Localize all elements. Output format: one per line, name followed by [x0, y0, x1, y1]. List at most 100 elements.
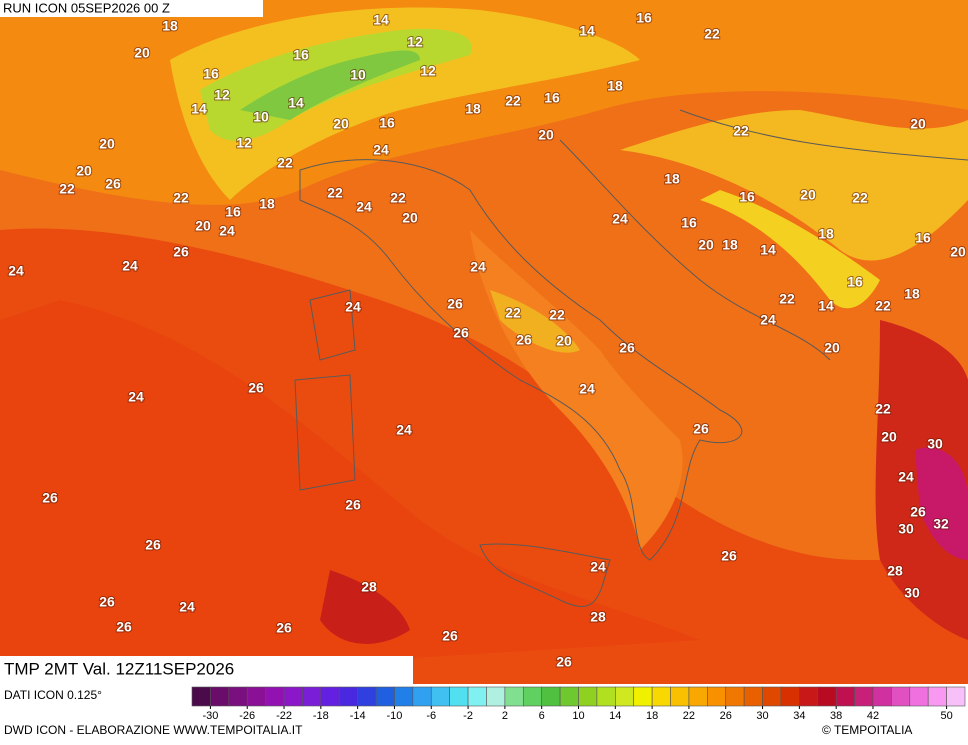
temperature-label: 18: [818, 226, 834, 242]
temperature-label: 12: [214, 87, 230, 103]
temperature-label: 22: [852, 190, 868, 206]
temperature-label: 20: [402, 210, 418, 226]
temperature-label: 22: [173, 190, 189, 206]
temperature-label: 20: [538, 127, 554, 143]
temperature-label: 26: [42, 490, 58, 506]
temperature-label: 20: [824, 340, 840, 356]
colorbar-swatch: [375, 686, 395, 707]
colorbar-swatch: [394, 686, 414, 707]
variable-title: TMP 2MT Val. 12Z11SEP2026: [4, 659, 234, 678]
colorbar-tick-label: 10: [572, 710, 584, 722]
colorbar-tick-label: -14: [350, 710, 366, 722]
temperature-label: 22: [875, 401, 891, 417]
colorbar-swatch: [320, 686, 340, 707]
temperature-label: 24: [373, 142, 389, 158]
temperature-label: 26: [619, 340, 635, 356]
temperature-label: 24: [128, 389, 144, 405]
temperature-label: 22: [505, 305, 521, 321]
colorbar-swatch: [265, 686, 285, 707]
colorbar-tick-label: -10: [386, 710, 402, 722]
colorbar-swatch: [596, 686, 616, 707]
colorbar: -30 -26 -22 -18 -14 -10 -6 -2 2 6 10 14 18 22 26 30 34 38…: [191, 686, 966, 722]
temperature-label: 22: [390, 190, 406, 206]
temperature-label: 26: [248, 380, 264, 396]
temperature-label: 20: [76, 163, 92, 179]
temperature-label: 26: [105, 176, 121, 192]
temperature-label: 26: [345, 497, 361, 513]
temperature-label: 16: [739, 189, 755, 205]
temperature-label: 16: [379, 115, 395, 131]
temperature-label: 20: [333, 116, 349, 132]
colorbar-tick-label: -2: [463, 710, 473, 722]
map-background: [0, 0, 968, 684]
temperature-label: 20: [556, 333, 572, 349]
temperature-label: 26: [910, 504, 926, 520]
temperature-label: 24: [470, 259, 486, 275]
colorbar-tick-label: 26: [720, 710, 732, 722]
temperature-label: 24: [579, 381, 595, 397]
colorbar-tick-label: 14: [609, 710, 621, 722]
temperature-label: 14: [288, 95, 304, 111]
colorbar-tick-label: 38: [830, 710, 842, 722]
temperature-label: 22: [733, 123, 749, 139]
temperature-label: 22: [59, 181, 75, 197]
colorbar-swatch: [578, 686, 598, 707]
temperature-label: 24: [898, 469, 914, 485]
colorbar-swatch: [191, 686, 211, 707]
colorbar-swatch: [817, 686, 837, 707]
colorbar-tick-label: -30: [202, 710, 218, 722]
temperature-label: 24: [345, 299, 361, 315]
temperature-label: 12: [420, 63, 436, 79]
colorbar-tick-label: 2: [502, 710, 508, 722]
colorbar-swatch: [541, 686, 561, 707]
colorbar-swatch: [615, 686, 635, 707]
temperature-label: 26: [721, 548, 737, 564]
temperature-label: 16: [544, 90, 560, 106]
temperature-label: 20: [950, 244, 966, 260]
colorbar-tick-label: 34: [793, 710, 805, 722]
colorbar-swatch: [467, 686, 487, 707]
temperature-label: 22: [277, 155, 293, 171]
run-title: RUN ICON 05SEP2026 00 Z: [3, 0, 170, 15]
colorbar-swatch: [412, 686, 432, 707]
colorbar-swatch: [357, 686, 377, 707]
colorbar-swatch: [835, 686, 855, 707]
colorbar-swatch: [688, 686, 708, 707]
temperature-label: 30: [904, 585, 920, 601]
temperature-label: 26: [116, 619, 132, 635]
colorbar-tick-label: 30: [756, 710, 768, 722]
temperature-label: 16: [915, 230, 931, 246]
colorbar-tick-label: -22: [276, 710, 292, 722]
colorbar-swatch: [946, 686, 966, 707]
colorbar-swatch: [210, 686, 230, 707]
temperature-label: 10: [253, 109, 269, 125]
credit: DWD ICON - ELABORAZIONE WWW.TEMPOITALIA.…: [4, 723, 303, 737]
temperature-label: 18: [259, 196, 275, 212]
temperature-label: 14: [760, 242, 776, 258]
temperature-label: 16: [203, 66, 219, 82]
colorbar-swatch: [799, 686, 819, 707]
colorbar-swatch: [633, 686, 653, 707]
temperature-label: 26: [145, 537, 161, 553]
temperature-label: 18: [465, 101, 481, 117]
temperature-label: 20: [910, 116, 926, 132]
colorbar-swatch: [246, 686, 266, 707]
temperature-label: 20: [134, 45, 150, 61]
temperature-label: 26: [556, 654, 572, 670]
temperature-label: 20: [195, 218, 211, 234]
temperature-label: 22: [704, 26, 720, 42]
colorbar-swatch: [872, 686, 892, 707]
temperature-label: 22: [505, 93, 521, 109]
temperature-label: 26: [693, 421, 709, 437]
temperature-label: 24: [590, 559, 606, 575]
colorbar-swatch: [927, 686, 947, 707]
temperature-label: 20: [881, 429, 897, 445]
temperature-label: 16: [293, 47, 309, 63]
temperature-label: 14: [373, 12, 389, 28]
temperature-label: 24: [122, 258, 138, 274]
temperature-label: 16: [847, 274, 863, 290]
copyright: © TEMPOITALIA: [822, 723, 912, 737]
colorbar-tick-label: 6: [539, 710, 545, 722]
